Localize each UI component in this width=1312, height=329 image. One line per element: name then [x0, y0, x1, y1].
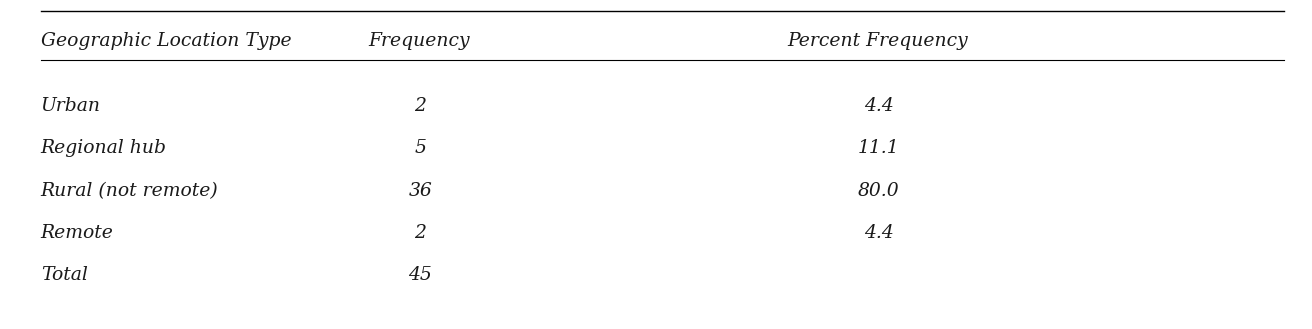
Text: 45: 45: [408, 266, 432, 284]
Text: Frequency: Frequency: [367, 32, 470, 50]
Text: Geographic Location Type: Geographic Location Type: [41, 32, 291, 50]
Text: 2: 2: [415, 97, 426, 115]
Text: Remote: Remote: [41, 224, 114, 242]
Text: 5: 5: [415, 139, 426, 157]
Text: Total: Total: [41, 266, 88, 284]
Text: 11.1: 11.1: [858, 139, 900, 157]
Text: Rural (not remote): Rural (not remote): [41, 182, 218, 200]
Text: Regional hub: Regional hub: [41, 139, 167, 157]
Text: 4.4: 4.4: [863, 224, 893, 242]
Text: 36: 36: [408, 182, 432, 200]
Text: 4.4: 4.4: [863, 97, 893, 115]
Text: 80.0: 80.0: [858, 182, 900, 200]
Text: Percent Frequency: Percent Frequency: [787, 32, 968, 50]
Text: Urban: Urban: [41, 97, 101, 115]
Text: 2: 2: [415, 224, 426, 242]
